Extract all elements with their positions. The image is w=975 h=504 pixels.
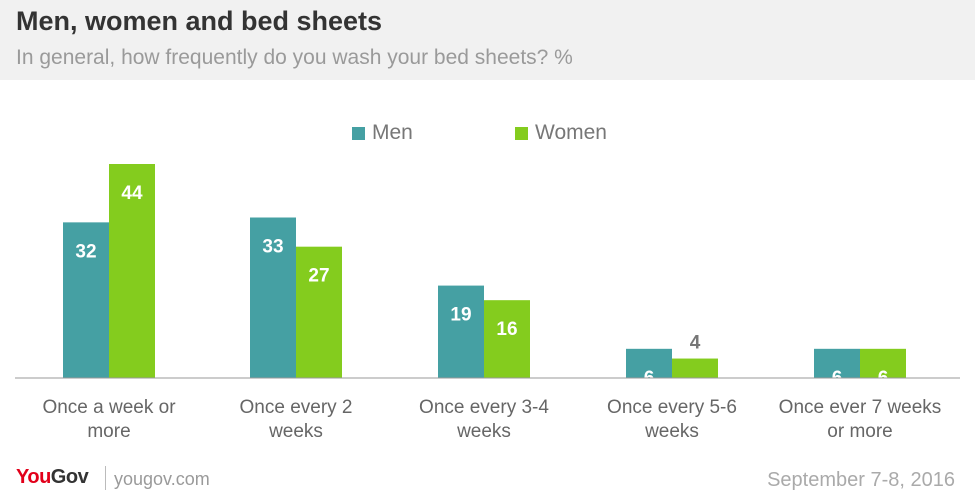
legend-item-women: Women xyxy=(515,120,607,146)
bar-men-2 xyxy=(438,285,484,378)
legend-item-men: Men xyxy=(352,120,413,146)
page-title: Men, women and bed sheets xyxy=(16,6,383,36)
bar-women-1 xyxy=(296,246,342,378)
footer-divider xyxy=(105,466,106,490)
bar-women-3 xyxy=(672,358,718,378)
data-label-women-1: 27 xyxy=(308,266,329,287)
x-tick-label-3: Once every 5-6 weeks xyxy=(607,397,737,442)
data-label-women-2: 16 xyxy=(496,319,517,340)
yougov-logo: YouGov xyxy=(16,466,89,489)
bar-women-0 xyxy=(109,164,155,378)
x-tick-label-2: Once every 3-4 weeks xyxy=(419,397,549,442)
footer-url: yougov.com xyxy=(114,469,210,489)
data-label-men-1: 33 xyxy=(262,237,283,258)
legend-label-women: Women xyxy=(535,121,607,144)
data-label-men-2: 19 xyxy=(450,305,471,326)
data-label-men-0: 32 xyxy=(75,241,96,262)
data-label-women-3: 4 xyxy=(690,333,701,354)
legend-swatch-men xyxy=(352,126,365,140)
header-band: Men, women and bed sheets In general, ho… xyxy=(0,0,975,80)
x-tick-label-1: Once every 2 weeks xyxy=(240,397,353,442)
x-tick-label-4: Once ever 7 weeks or more xyxy=(779,397,942,442)
bar-men-0 xyxy=(63,222,109,378)
bar-men-1 xyxy=(250,217,296,378)
bar-men-3 xyxy=(626,348,672,378)
logo-you-text: You xyxy=(16,466,51,488)
bar-women-4 xyxy=(860,348,906,378)
bar-men-4 xyxy=(814,348,860,378)
footer-date: September 7-8, 2016 xyxy=(767,469,955,491)
legend-label-men: Men xyxy=(372,121,413,144)
legend-swatch-women xyxy=(515,126,528,140)
data-label-women-0: 44 xyxy=(121,183,143,204)
logo-gov-text: Gov xyxy=(50,466,89,488)
x-tick-label-0: Once a week or more xyxy=(42,397,176,442)
bar-women-2 xyxy=(484,300,530,378)
page-subtitle: In general, how frequently do you wash y… xyxy=(16,46,573,69)
